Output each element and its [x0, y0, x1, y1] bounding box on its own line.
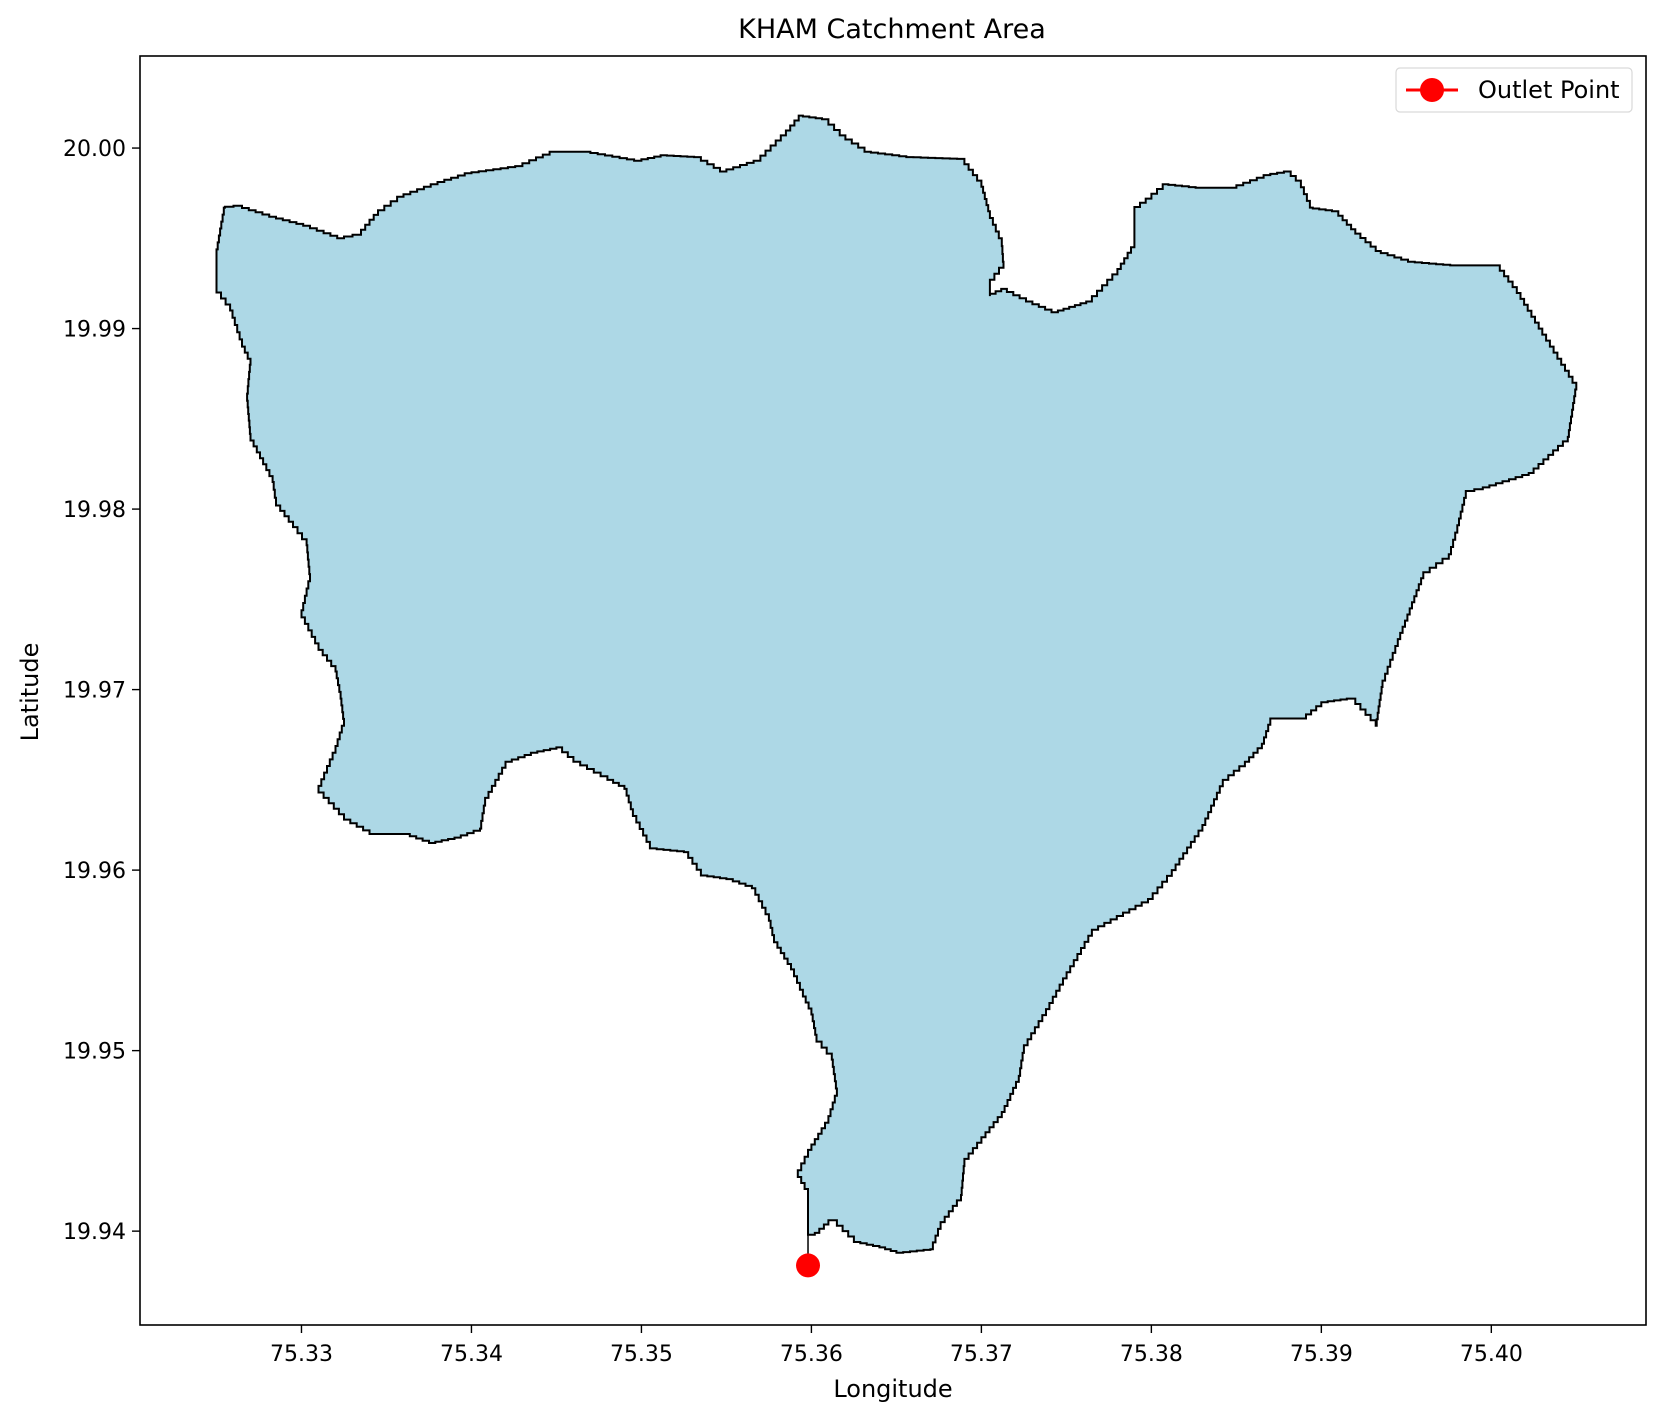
map-title: KHAM Catchment Area	[738, 14, 1046, 45]
plot-area	[139, 55, 1647, 1326]
legend-marker	[1420, 78, 1444, 102]
legend-box	[1395, 67, 1633, 113]
y-tick-label: 19.99	[63, 318, 126, 343]
y-tick-label: 19.97	[63, 679, 126, 704]
y-axis-label: Latitude	[16, 643, 44, 742]
catchment-polygon	[215, 114, 1578, 1254]
x-tick-label: 75.34	[440, 1342, 503, 1367]
x-tick-label: 75.33	[270, 1342, 333, 1367]
y-axis-ticks: 19.94 19.95 19.96 19.97 19.98 19.99 20.00	[63, 137, 140, 1245]
x-tick-label: 75.36	[780, 1342, 843, 1367]
x-tick-label: 75.40	[1460, 1342, 1523, 1367]
x-tick-label: 75.39	[1290, 1342, 1353, 1367]
x-tick-label: 75.35	[610, 1342, 673, 1367]
x-tick-label: 75.37	[950, 1342, 1013, 1367]
legend-label-outlet-point: Outlet Point	[1478, 76, 1620, 104]
x-axis-ticks: 75.33 75.34 75.35 75.36 75.37 75.38 75.39 75.40	[270, 1325, 1523, 1367]
y-tick-label: 19.96	[63, 859, 126, 884]
plot-frame	[139, 55, 1647, 1326]
x-axis-label: Longitude	[833, 1375, 952, 1403]
y-tick-label: 20.00	[63, 137, 126, 162]
y-tick-label: 19.94	[63, 1220, 126, 1245]
y-tick-label: 19.98	[63, 498, 126, 523]
y-tick-label: 19.95	[63, 1040, 126, 1065]
outlet-point-marker	[796, 1253, 821, 1278]
x-tick-label: 75.38	[1120, 1342, 1183, 1367]
legend: Outlet Point	[1395, 67, 1633, 113]
